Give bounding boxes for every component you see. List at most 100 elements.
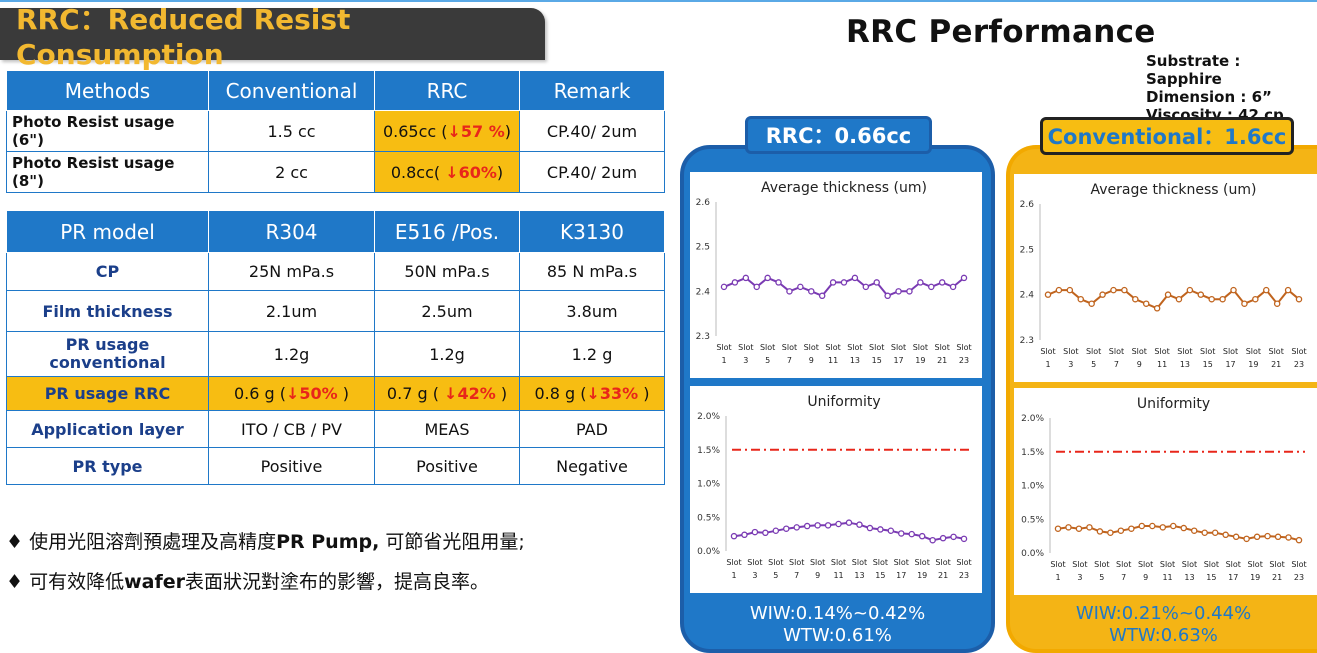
chart-title: Uniformity — [807, 394, 880, 410]
x-tick-label: Slot — [869, 343, 884, 352]
spec-block: Substrate : Sapphire Dimension : 6” Visc… — [1146, 52, 1317, 124]
data-point — [845, 519, 853, 526]
x-tick-label: 11 — [1157, 360, 1167, 369]
x-tick-label: Slot — [1246, 347, 1261, 356]
x-tick-label: Slot — [1160, 560, 1175, 569]
x-tick-label: 17 — [1228, 573, 1238, 582]
x-tick-label: 3 — [1077, 573, 1082, 582]
x-tick-label: 7 — [1114, 360, 1119, 369]
x-tick-label: Slot — [1204, 560, 1219, 569]
x-tick-label: 23 — [959, 571, 969, 580]
reduction-pct: ↓50% — [285, 384, 338, 403]
x-tick-label: 13 — [850, 356, 860, 365]
x-tick-label: 15 — [1206, 573, 1216, 582]
table-cell: 25N mPa.s — [208, 252, 375, 291]
x-tick-label: 17 — [893, 356, 903, 365]
x-tick-label: Slot — [1269, 560, 1284, 569]
spec-substrate: Substrate : Sapphire — [1146, 52, 1241, 88]
data-point — [895, 288, 902, 295]
data-point — [1201, 529, 1208, 536]
y-tick-label: 0.0% — [1021, 549, 1044, 559]
x-tick-label: Slot — [1132, 347, 1147, 356]
x-tick-label: Slot — [726, 558, 741, 567]
data-point — [887, 527, 895, 534]
table-cell: 2.5um — [374, 290, 520, 332]
table-row: Photo Resist usage (8") 2 cc 0.8cc( ↓60%… — [6, 151, 665, 193]
data-point — [824, 522, 832, 529]
y-tick-label: 0.5% — [1021, 515, 1044, 525]
data-point — [1142, 300, 1150, 307]
y-tick-label: 2.6 — [696, 198, 711, 208]
table-cell: 85 N mPa.s — [519, 252, 665, 291]
cell-rrc: 0.8cc( ↓60%) — [374, 151, 520, 193]
data-point — [929, 536, 936, 544]
data-point — [793, 524, 800, 531]
data-point — [1180, 524, 1187, 532]
data-point — [928, 283, 935, 291]
x-tick-label: Slot — [716, 343, 731, 352]
table-cell: 0.8 g (↓33% ) — [519, 376, 665, 411]
table-cell: ITO / CB / PV — [208, 410, 375, 448]
data-point — [1121, 286, 1128, 294]
header-remark: Remark — [519, 70, 665, 111]
reduction-pct: ↓57 % — [447, 121, 505, 141]
y-tick-label: 1.0% — [1021, 482, 1044, 492]
row-label: Photo Resist usage (6") — [6, 110, 209, 152]
x-tick-label: Slot — [1086, 347, 1101, 356]
data-point — [1159, 524, 1167, 531]
x-tick-label: Slot — [891, 343, 906, 352]
y-tick-label: 2.3 — [1020, 336, 1034, 346]
x-tick-label: Slot — [894, 558, 909, 567]
x-tick-label: Slot — [956, 343, 971, 352]
row-label: Photo Resist usage (8") — [6, 151, 209, 193]
table-cell: 1.2 g — [519, 331, 665, 377]
x-tick-label: 3 — [1068, 360, 1073, 369]
data-point — [908, 530, 915, 538]
y-tick-label: 2.5 — [1020, 245, 1034, 255]
x-tick-label: Slot — [1223, 347, 1238, 356]
x-tick-label: Slot — [935, 558, 950, 567]
header-conventional: Conventional — [208, 70, 375, 111]
data-point — [906, 288, 913, 295]
conv-wiw: WIW:0.21%~0.44% — [1075, 603, 1252, 624]
data-point — [783, 525, 790, 532]
data-point — [1054, 525, 1062, 532]
data-point — [1175, 295, 1183, 303]
y-tick-label: 2.0% — [1021, 414, 1044, 424]
row-label: PR usage conventional — [6, 331, 209, 377]
conventional-thickness-chart: Average thickness (um) 2.3 2.4 2.5 2.6 Slot 1 S… — [1014, 174, 1317, 382]
x-tick-label: 7 — [1121, 573, 1126, 582]
rrc-uniformity-chart: Uniformity 0.0% 0.5% 1.0% 1.5% 2.0% Slot 1 Slot 3… — [690, 386, 982, 593]
table-row: PR type Positive Positive Negative — [6, 447, 665, 485]
x-tick-label: Slot — [1040, 347, 1055, 356]
table-row: PR usage conventional 1.2g 1.2g 1.2 g — [6, 331, 665, 377]
x-tick-label: 7 — [794, 571, 799, 580]
rrc-wiw: WIW:0.14%~0.42% — [749, 603, 926, 624]
spec-dimension: Dimension : 6” — [1146, 88, 1272, 106]
y-tick-label: 2.6 — [1020, 200, 1035, 210]
cell-rrc: 0.65cc (↓57 %) — [374, 110, 520, 152]
x-tick-label: Slot — [1248, 560, 1263, 569]
series-line — [1047, 288, 1300, 310]
data-point — [731, 279, 739, 286]
data-point — [1055, 286, 1063, 294]
cell-conventional: 2 cc — [208, 151, 375, 193]
usage-comparison-table: Methods Conventional RRC Remark Photo Re… — [6, 70, 665, 193]
data-point — [856, 521, 863, 528]
x-tick-label: 21 — [937, 356, 947, 365]
rrc-wtw: WTW:0.61% — [783, 625, 892, 646]
x-tick-label: Slot — [1050, 560, 1065, 569]
x-tick-label: 1 — [721, 356, 726, 365]
x-tick-label: 17 — [896, 571, 906, 580]
cell-remark: CP.40/ 2um — [519, 151, 665, 193]
data-point — [741, 531, 748, 539]
x-tick-label: 15 — [872, 356, 882, 365]
x-tick-label: 11 — [833, 571, 843, 580]
x-tick-label: 21 — [1271, 360, 1281, 369]
table-cell: 1.2g — [374, 331, 520, 377]
x-tick-label: 3 — [752, 571, 757, 580]
data-point — [1077, 295, 1084, 303]
data-point — [1252, 295, 1259, 303]
data-point — [938, 279, 946, 286]
x-tick-label: Slot — [1154, 347, 1169, 356]
